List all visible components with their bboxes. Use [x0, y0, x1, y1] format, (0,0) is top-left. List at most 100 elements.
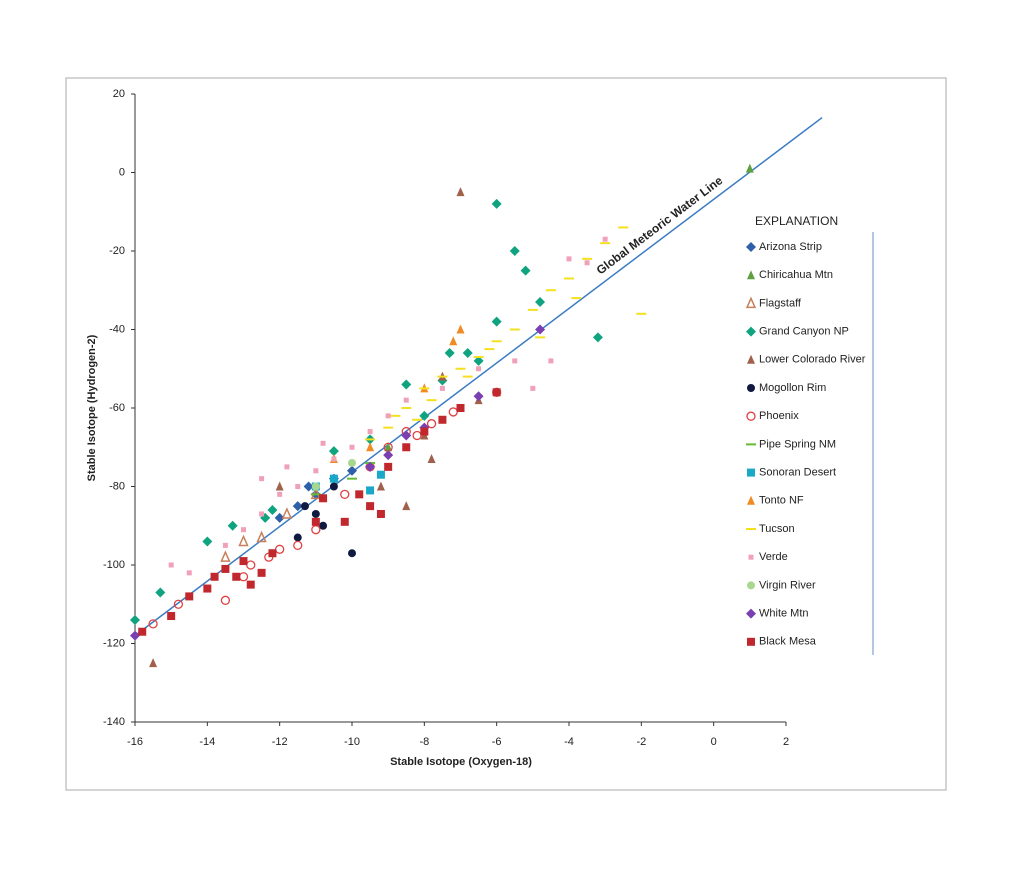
data-point — [456, 404, 465, 412]
data-point — [509, 246, 520, 256]
data-point — [348, 549, 356, 558]
data-point — [232, 572, 241, 581]
data-point — [295, 484, 301, 489]
legend-label: Mogollon Rim — [759, 382, 826, 394]
legend-label: Phoenix — [759, 410, 799, 422]
data-point — [241, 527, 246, 533]
data-point — [366, 502, 375, 511]
data-point — [348, 458, 356, 467]
data-point — [340, 489, 350, 500]
data-point — [492, 388, 501, 397]
x-tick-label: 2 — [783, 736, 789, 748]
data-point — [202, 536, 213, 547]
data-point — [584, 260, 590, 266]
legend-marker — [747, 581, 755, 590]
data-point — [403, 397, 409, 403]
data-point — [185, 592, 194, 601]
data-point — [484, 348, 495, 351]
data-point — [426, 419, 437, 429]
data-point — [281, 507, 293, 519]
data-point — [320, 440, 326, 446]
data-point — [582, 257, 593, 260]
legend-label: Arizona Strip — [759, 241, 822, 253]
data-point — [274, 512, 285, 523]
legend-marker — [747, 468, 755, 477]
data-point — [292, 501, 303, 512]
x-tick-label: -4 — [564, 736, 574, 748]
legend-label: Chiricahua Mtn — [759, 269, 833, 281]
data-point — [745, 163, 754, 173]
data-point — [376, 470, 385, 479]
x-axis-title: Stable Isotope (Oxygen-18) — [390, 756, 532, 768]
data-point — [366, 486, 375, 495]
data-point — [328, 446, 339, 457]
data-point — [259, 476, 265, 482]
data-point — [355, 490, 364, 499]
data-point — [311, 482, 320, 491]
reference-line — [134, 116, 823, 637]
data-point — [636, 312, 647, 315]
data-point — [319, 521, 328, 530]
legend-label: Sonoran Desert — [759, 467, 836, 479]
data-point — [384, 442, 393, 452]
data-point — [401, 407, 412, 409]
legend-marker — [746, 326, 756, 337]
data-point — [277, 491, 283, 497]
data-point — [340, 517, 349, 526]
y-axis-title: Stable Isotope (Hydrogen-2) — [86, 334, 98, 481]
data-point — [149, 658, 158, 668]
x-tick-label: -10 — [344, 736, 360, 748]
data-point — [238, 534, 249, 547]
data-point — [592, 332, 603, 343]
data-point — [310, 493, 321, 496]
data-point — [401, 430, 412, 441]
data-point — [130, 614, 140, 625]
legend-title: EXPLANATION — [755, 214, 838, 228]
data-point — [384, 462, 393, 471]
data-point — [239, 557, 248, 566]
chart-frame — [65, 77, 947, 791]
data-point — [167, 612, 176, 621]
legend-marker — [745, 296, 757, 309]
data-point — [319, 494, 328, 503]
data-point — [462, 348, 473, 359]
data-point — [284, 464, 290, 470]
data-point — [329, 482, 338, 491]
data-point — [455, 367, 466, 370]
data-point — [259, 511, 265, 517]
data-point — [456, 324, 465, 334]
data-point — [383, 426, 394, 429]
y-tick-label: 0 — [119, 166, 125, 178]
legend-marker — [746, 443, 756, 446]
data-point — [300, 502, 309, 511]
data-point — [227, 520, 238, 531]
data-point — [564, 277, 574, 280]
legend-marker — [747, 637, 755, 646]
data-point — [275, 481, 284, 491]
data-point — [347, 477, 357, 480]
legend-label: Verde — [759, 551, 788, 563]
data-point — [267, 505, 278, 516]
data-point — [366, 442, 375, 452]
data-point — [412, 418, 423, 421]
data-point — [618, 226, 629, 229]
data-point — [293, 540, 303, 551]
data-point — [365, 438, 376, 441]
data-point — [168, 562, 174, 568]
data-point — [437, 375, 448, 378]
data-point — [438, 415, 447, 424]
legend-label: Tucson — [759, 523, 795, 535]
data-point — [311, 517, 320, 526]
data-point — [138, 627, 147, 636]
data-point — [449, 336, 458, 346]
data-point — [390, 414, 401, 417]
y-tick-label: -60 — [109, 402, 125, 414]
legend-marker — [748, 554, 754, 560]
x-tick-label: -14 — [199, 736, 215, 748]
data-point — [473, 391, 484, 402]
legend-marker — [747, 354, 755, 364]
data-point — [456, 187, 465, 197]
data-point — [439, 385, 445, 391]
